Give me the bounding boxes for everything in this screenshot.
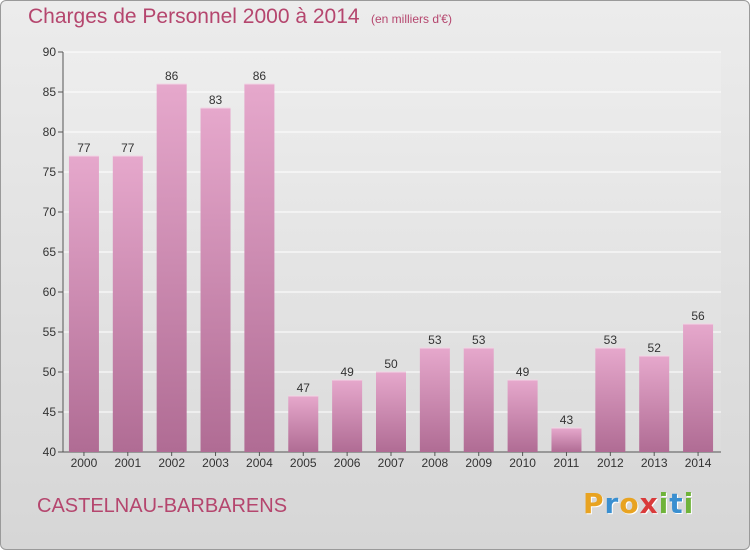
bar bbox=[683, 324, 714, 452]
data-label: 77 bbox=[121, 141, 135, 155]
logo-letter: t bbox=[669, 487, 684, 520]
y-tick-label: 50 bbox=[43, 365, 57, 379]
bar bbox=[200, 108, 231, 452]
data-label: 49 bbox=[516, 365, 530, 379]
y-tick-label: 40 bbox=[43, 445, 57, 459]
x-tick-label: 2001 bbox=[114, 456, 141, 470]
x-tick-label: 2004 bbox=[246, 456, 273, 470]
data-label: 53 bbox=[604, 333, 618, 347]
x-tick-label: 2002 bbox=[158, 456, 185, 470]
y-tick-label: 75 bbox=[43, 165, 57, 179]
data-label: 50 bbox=[384, 357, 398, 371]
logo-letter: P bbox=[583, 487, 605, 520]
data-label: 56 bbox=[691, 309, 705, 323]
y-tick-label: 90 bbox=[43, 45, 57, 59]
chart-title: Charges de Personnel 2000 à 2014 bbox=[28, 5, 360, 28]
logo-letter: r bbox=[604, 487, 620, 520]
data-label: 86 bbox=[253, 69, 267, 83]
x-tick-label: 2014 bbox=[685, 456, 712, 470]
x-tick-label: 2006 bbox=[334, 456, 361, 470]
x-tick-label: 2008 bbox=[422, 456, 449, 470]
data-label: 47 bbox=[297, 381, 311, 395]
y-tick-label: 60 bbox=[43, 285, 57, 299]
bar bbox=[551, 428, 582, 452]
plot-area: 40 45 50 55 60 65 70 75 80 85 90 77 2000 77 2001 86 2002… bbox=[43, 45, 721, 470]
x-tick-label: 2013 bbox=[641, 456, 668, 470]
bar bbox=[639, 356, 670, 452]
proxiti-logo: Proxiti bbox=[583, 487, 694, 520]
y-tick-label: 65 bbox=[43, 245, 57, 259]
bar bbox=[68, 156, 99, 452]
y-tick-label: 70 bbox=[43, 205, 57, 219]
data-label: 53 bbox=[472, 333, 486, 347]
y-tick-label: 45 bbox=[43, 405, 57, 419]
bar bbox=[419, 348, 450, 452]
data-label: 52 bbox=[648, 341, 662, 355]
place-name: CASTELNAU-BARBARENS bbox=[37, 495, 288, 517]
logo-letter: x bbox=[639, 487, 659, 520]
y-tick-label: 85 bbox=[43, 85, 57, 99]
bar bbox=[244, 84, 275, 452]
data-label: 49 bbox=[340, 365, 354, 379]
bar bbox=[156, 84, 187, 452]
logo-letter: i bbox=[658, 487, 670, 520]
bar bbox=[595, 348, 626, 452]
y-tick-label: 55 bbox=[43, 325, 57, 339]
bar bbox=[376, 372, 406, 452]
logo-letter: i bbox=[683, 487, 695, 520]
data-label: 83 bbox=[209, 93, 223, 107]
data-label: 43 bbox=[560, 413, 574, 427]
x-tick-label: 2010 bbox=[509, 456, 536, 470]
bar bbox=[463, 348, 494, 452]
x-tick-label: 2003 bbox=[202, 456, 229, 470]
data-label: 86 bbox=[165, 69, 179, 83]
chart-unit-note: (en milliers d'€) bbox=[371, 12, 452, 26]
bar bbox=[332, 380, 363, 452]
x-tick-label: 2009 bbox=[465, 456, 492, 470]
logo-letter: o bbox=[619, 487, 640, 520]
bar bbox=[288, 396, 319, 452]
x-tick-label: 2011 bbox=[554, 456, 580, 470]
bar bbox=[112, 156, 143, 452]
data-label: 53 bbox=[428, 333, 442, 347]
x-tick-label: 2012 bbox=[597, 456, 624, 470]
x-tick-label: 2007 bbox=[378, 456, 405, 470]
data-label: 77 bbox=[77, 141, 91, 155]
x-tick-label: 2000 bbox=[71, 456, 98, 470]
x-tick-label: 2005 bbox=[290, 456, 317, 470]
bar bbox=[507, 380, 538, 452]
y-tick-label: 80 bbox=[43, 125, 57, 139]
